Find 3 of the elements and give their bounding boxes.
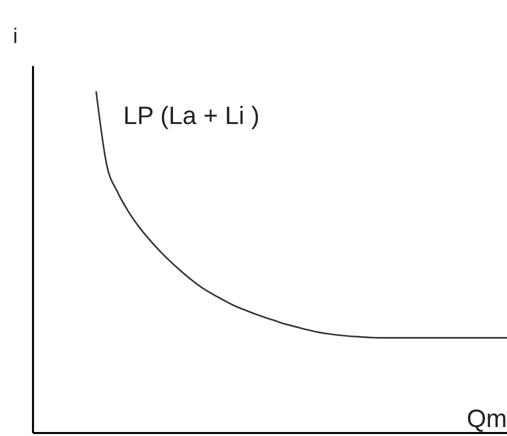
series-label: LP (La + Li ) bbox=[123, 102, 260, 130]
x-axis-title: Qm bbox=[466, 405, 507, 433]
y-axis-title: i bbox=[13, 25, 18, 48]
